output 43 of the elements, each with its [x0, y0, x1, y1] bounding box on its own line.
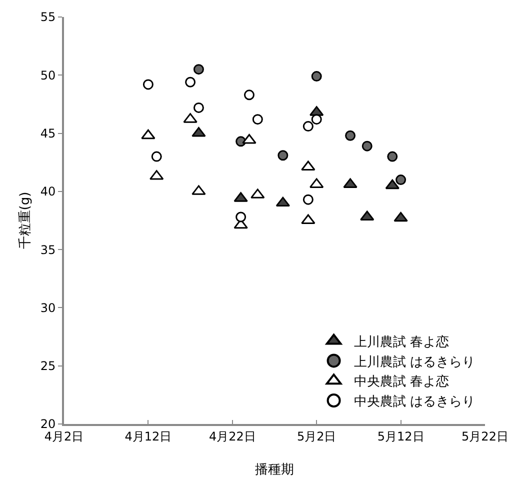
x-axis-title: 播種期: [255, 462, 294, 478]
point: [387, 151, 398, 162]
legend-label: 中央農試 春よ恋: [354, 374, 449, 390]
y-tick-label: 20: [40, 417, 56, 432]
y-tick-label: 55: [40, 10, 56, 24]
point: [276, 196, 290, 207]
y-tick-label: 25: [40, 359, 56, 374]
point: [142, 79, 154, 90]
y-axis-title: 千粒重(g): [18, 192, 33, 250]
y-tick-label: 30: [40, 300, 56, 315]
x-tick-label: 4月12日: [124, 429, 172, 444]
x-tick-label: 5月12日: [377, 429, 424, 444]
point: [141, 129, 156, 140]
point: [302, 121, 314, 132]
point: [394, 212, 408, 222]
point: [311, 114, 322, 125]
point: [385, 179, 400, 190]
x-tick-label: 5月2日: [296, 429, 336, 444]
point: [345, 130, 356, 141]
y-tick-label: 40: [40, 184, 56, 199]
point: [278, 150, 288, 161]
point: [151, 151, 162, 162]
legend-label: 上川農試 はるきらり: [354, 354, 475, 370]
point: [236, 212, 246, 222]
legend-label: 上川農試 春よ恋: [354, 334, 449, 350]
point: [301, 160, 316, 171]
x-tick-label: 4月22日: [208, 429, 256, 444]
point: [252, 114, 263, 125]
point: [302, 194, 314, 205]
point: [362, 140, 372, 152]
point: [244, 90, 254, 100]
point: [396, 174, 406, 186]
y-tick-label: 50: [40, 68, 56, 82]
point: [185, 76, 196, 88]
point: [360, 210, 374, 221]
y-tick-label: 45: [40, 126, 56, 140]
x-tick-label: 5月22日: [462, 429, 508, 444]
x-tick-label: 4月2日: [44, 429, 84, 444]
point: [193, 102, 204, 113]
legend-label: 中央農試 はるきらり: [354, 394, 475, 410]
point: [311, 71, 322, 82]
point: [193, 64, 204, 75]
y-tick-label: 35: [40, 242, 56, 257]
